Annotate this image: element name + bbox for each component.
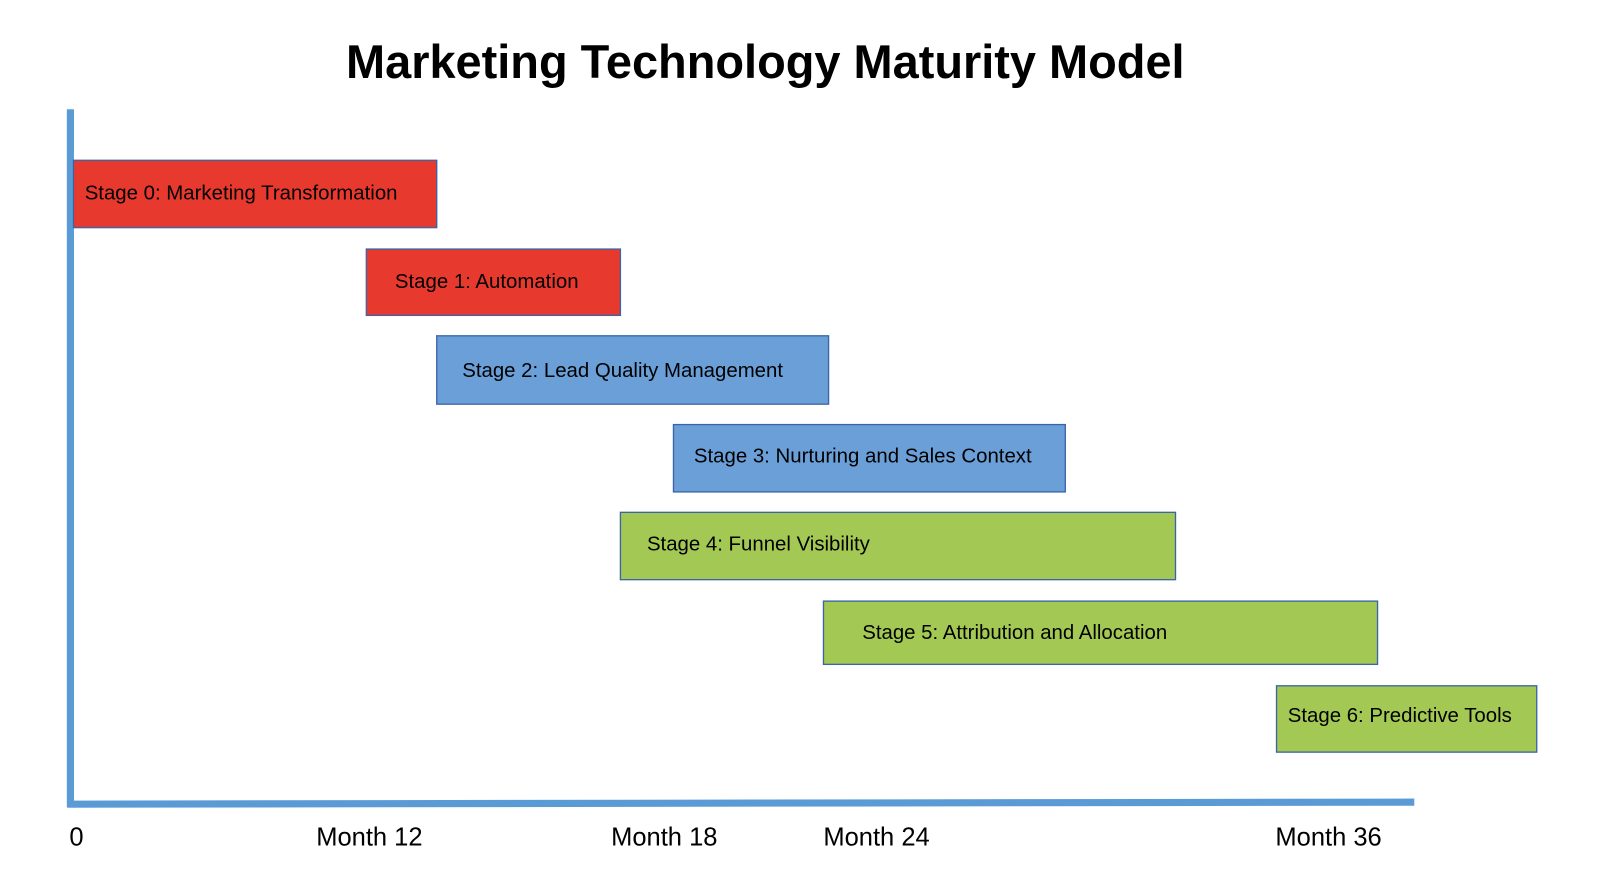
stage-bar: [1275, 685, 1538, 753]
axis-label: Month 12: [316, 824, 422, 852]
stage-bar: [672, 423, 1066, 493]
title: Marketing Technology Maturity Model: [346, 36, 1185, 88]
stage-label: Stage 3: Nurturing and Sales Context: [694, 446, 1032, 468]
stage-bar: [72, 159, 438, 229]
stage-bar: [619, 511, 1177, 581]
stage-bar: [436, 335, 830, 405]
stage-label: Stage 1: Automation: [395, 271, 579, 293]
stage-bar: [822, 600, 1379, 666]
stage-label: Stage 5: Attribution and Allocation: [862, 622, 1167, 644]
stage-label: Stage 4: Funnel Visibility: [647, 533, 871, 555]
stage-bar: [365, 248, 622, 317]
stage-label: Stage 2: Lead Quality Management: [462, 360, 783, 382]
stage-label: Stage 6: Predictive Tools: [1288, 705, 1512, 727]
stage-label: Stage 0: Marketing Transformation: [85, 182, 398, 204]
axis-label: Month 36: [1275, 824, 1381, 852]
axis-label: Month 18: [611, 824, 717, 852]
horizontal-axis: [67, 798, 1415, 808]
axis-label: Month 24: [823, 824, 929, 852]
axis-label: 0: [69, 824, 83, 852]
